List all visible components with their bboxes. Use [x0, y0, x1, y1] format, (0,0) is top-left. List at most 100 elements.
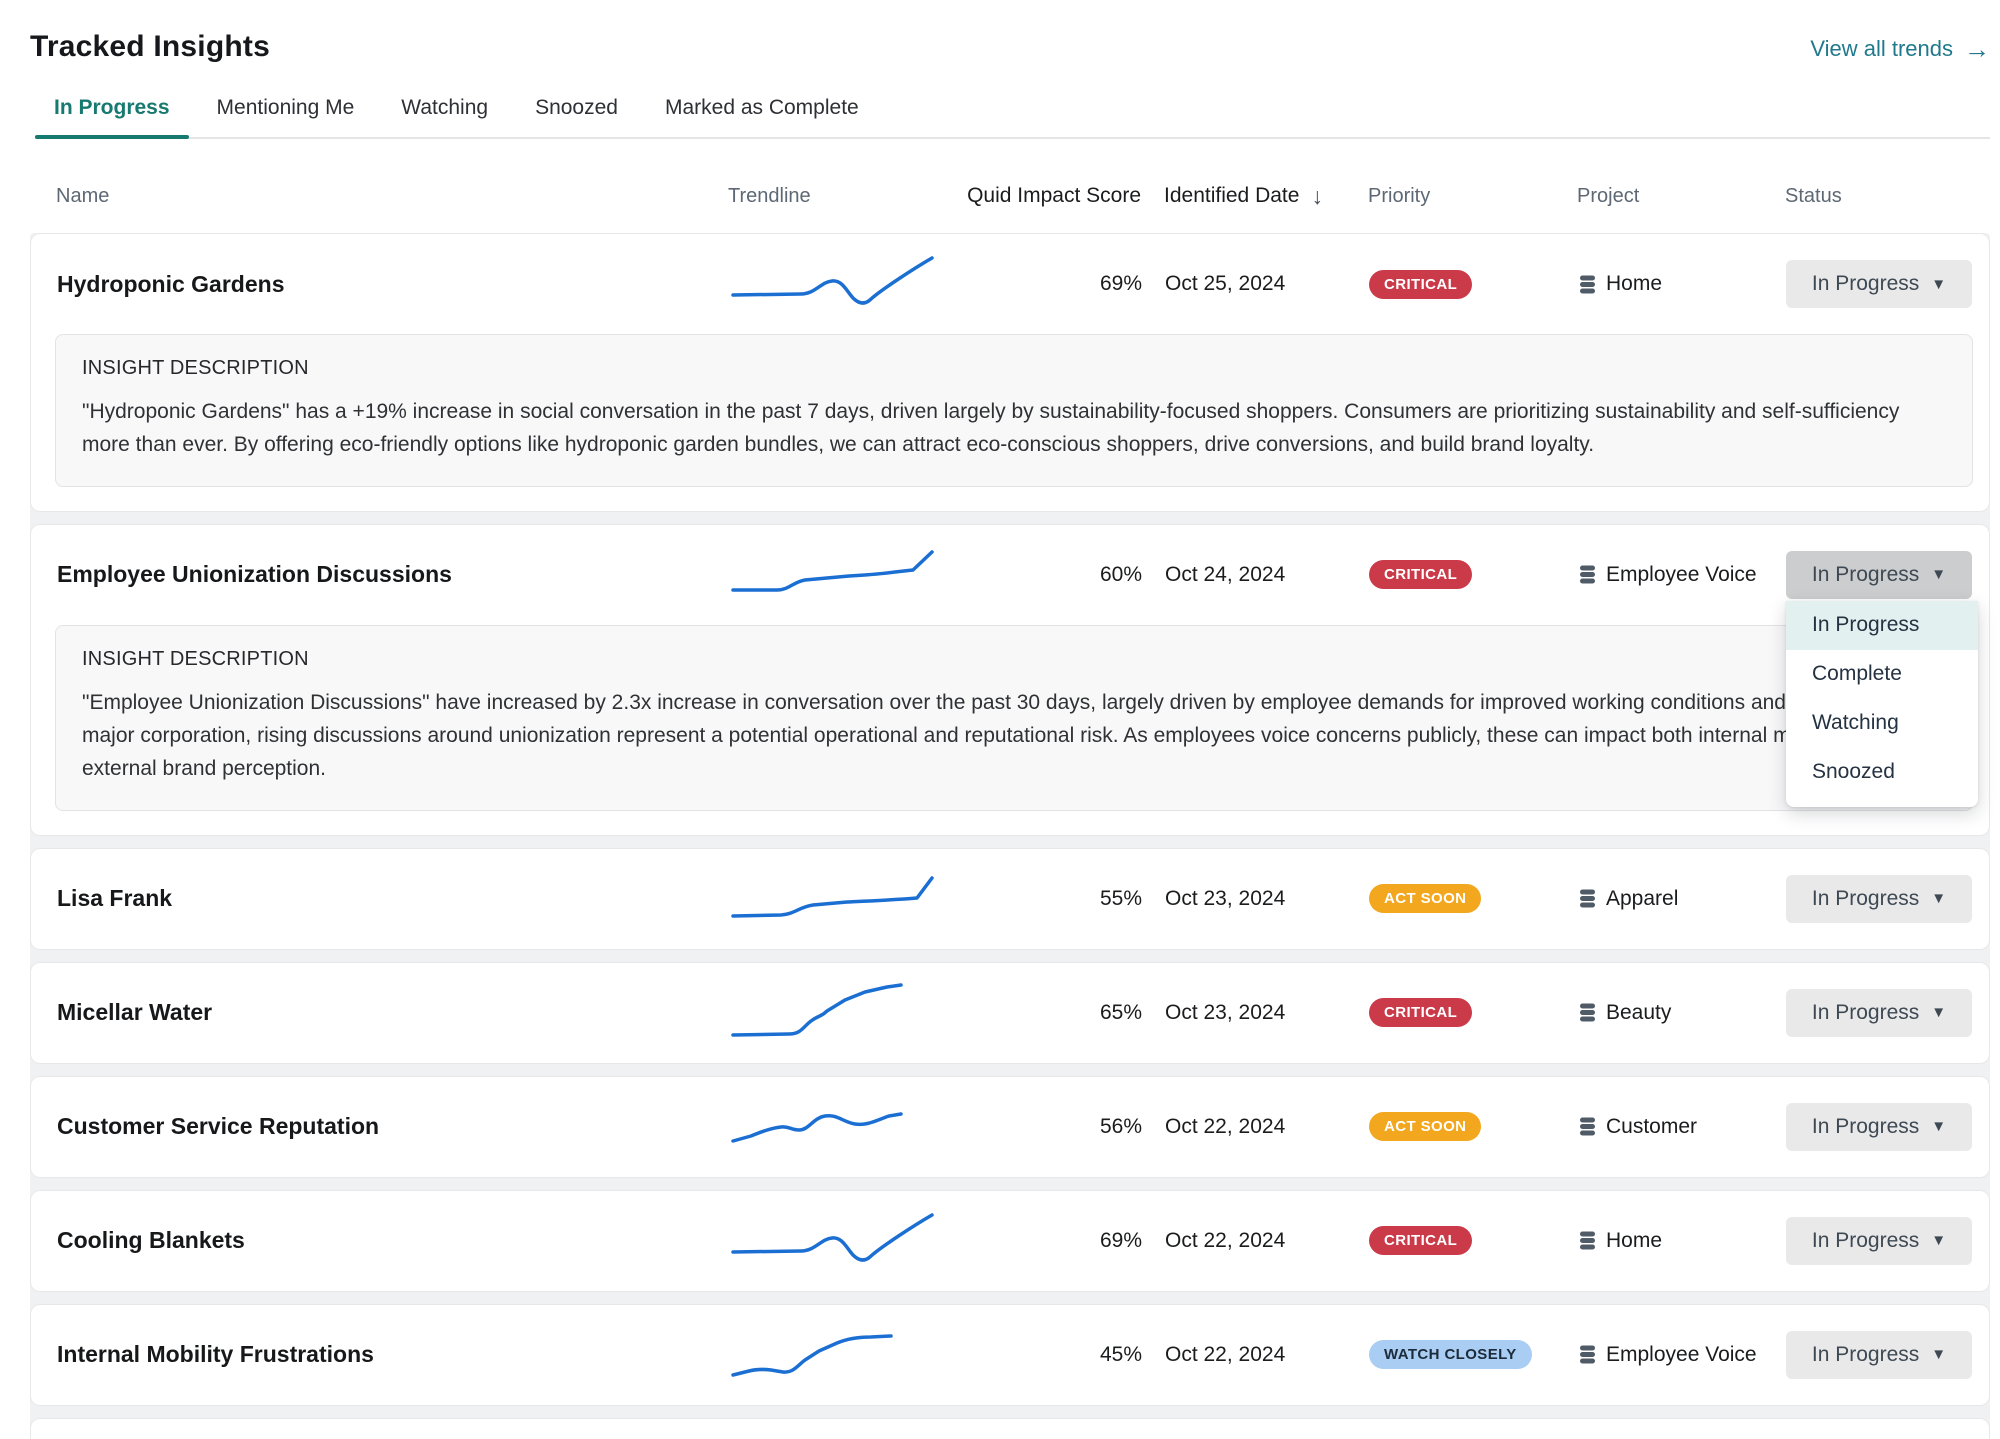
database-icon	[1580, 1231, 1595, 1250]
tab-watching[interactable]: Watching	[382, 96, 507, 137]
insight-description-box: INSIGHT DESCRIPTION "Employee Unionizati…	[55, 624, 1973, 811]
identified-date: Oct 22, 2024	[1165, 1114, 1286, 1138]
dropdown-option-in-progress[interactable]: In Progress	[1786, 600, 1978, 650]
project-label: Employee Voice	[1606, 1342, 1757, 1366]
identified-date: Oct 22, 2024	[1165, 1228, 1286, 1252]
chevron-down-icon: ▼	[1931, 1346, 1947, 1364]
tab-mentioning-me[interactable]: Mentioning Me	[198, 96, 374, 137]
chevron-down-icon: ▼	[1931, 1118, 1947, 1136]
identified-date: Oct 25, 2024	[1165, 272, 1286, 295]
insight-name: Customer Service Reputation	[57, 1113, 380, 1140]
dropdown-option-snoozed[interactable]: Snoozed	[1812, 760, 1895, 784]
insight-name: Internal Mobility Frustrations	[57, 1341, 374, 1368]
column-header-project: Project	[1577, 184, 1640, 207]
status-label: In Progress	[1811, 1342, 1920, 1366]
tab-in-progress[interactable]: In Progress	[35, 96, 189, 139]
priority-badge: CRITICAL	[1369, 269, 1473, 299]
status-dropdown-button[interactable]: In Progress ▼	[1786, 550, 1972, 599]
trendline-sparkline	[729, 869, 961, 929]
tab-bar: In Progress Mentioning Me Watching Snoozed M…	[35, 96, 1990, 139]
tab-snoozed[interactable]: Snoozed	[516, 96, 637, 137]
status-label: In Progress	[1811, 886, 1920, 910]
trendline-sparkline	[729, 254, 961, 314]
project-cell: Apparel	[1578, 887, 1786, 911]
panel-header: Tracked Insights View all trends →	[30, 30, 1990, 64]
identified-date: Oct 22, 2024	[1165, 1342, 1286, 1366]
column-header-status: Status	[1785, 184, 1842, 207]
insight-description-text: "Employee Unionization Discussions" have…	[82, 690, 1927, 780]
priority-badge: ACT SOON	[1369, 1112, 1482, 1142]
view-all-trends-link[interactable]: View all trends →	[1810, 36, 1990, 62]
status-dropdown-button[interactable]: In Progress ▼	[1786, 1102, 1972, 1151]
dropdown-option-watching[interactable]: Watching	[1812, 711, 1899, 735]
status-label: In Progress	[1811, 562, 1920, 586]
status-label: In Progress	[1811, 1228, 1920, 1252]
insight-description-heading: INSIGHT DESCRIPTION	[82, 357, 309, 379]
insight-name: Lisa Frank	[57, 885, 173, 912]
dropdown-option-complete[interactable]: Complete	[1812, 662, 1902, 686]
insight-name: Micellar Water	[57, 999, 213, 1026]
trendline-sparkline	[729, 1211, 961, 1271]
sort-descending-icon: ↓	[1311, 182, 1323, 209]
status-dropdown-button[interactable]: In Progress ▼	[1786, 988, 1972, 1037]
chevron-down-icon: ▼	[1931, 1232, 1947, 1250]
database-icon	[1580, 1345, 1595, 1364]
database-icon	[1580, 889, 1595, 908]
chevron-down-icon: ▼	[1931, 1004, 1947, 1022]
insight-row: Employee Unionization Discussions 60% Oc…	[30, 523, 1990, 836]
identified-date: Oct 24, 2024	[1165, 562, 1286, 586]
status-dropdown-button[interactable]: In Progress ▼	[1786, 1216, 1972, 1265]
insight-description-box: INSIGHT DESCRIPTION "Hydroponic Gardens"…	[55, 334, 1973, 487]
impact-score: 65%	[1099, 1000, 1142, 1024]
insight-row: Micellar Water 65% Oct 23, 2024 CRITICAL	[30, 961, 1990, 1064]
impact-score: 56%	[1099, 1114, 1142, 1138]
project-label: Home	[1606, 272, 1663, 295]
column-header-priority: Priority	[1368, 184, 1431, 207]
page-title: Tracked Insights	[30, 30, 270, 63]
insight-row: Lisa Frank 55% Oct 23, 2024 ACT SOON	[30, 847, 1990, 950]
database-icon	[1580, 1117, 1595, 1136]
trendline-sparkline	[729, 545, 961, 605]
status-dropdown-button[interactable]: In Progress ▼	[1786, 874, 1972, 923]
project-label: Employee Voice	[1606, 562, 1757, 586]
status-label: In Progress	[1811, 272, 1920, 295]
column-header-name: Name	[56, 184, 110, 207]
impact-score: 69%	[1099, 1228, 1142, 1252]
insights-table-body: Hydroponic Gardens 69% Oct 25, 2024 CRIT…	[30, 233, 1990, 1439]
column-header-trendline: Trendline	[728, 184, 811, 207]
database-icon	[1580, 275, 1595, 293]
chevron-down-icon: ▼	[1931, 890, 1947, 908]
chevron-down-icon: ▼	[1931, 566, 1947, 584]
project-cell: Home	[1578, 1229, 1786, 1253]
view-all-trends-label: View all trends	[1810, 36, 1953, 61]
insight-name: Hydroponic Gardens	[57, 270, 285, 297]
insight-description-text: "Hydroponic Gardens" has a +19% increase…	[82, 400, 1900, 456]
status-dropdown-button[interactable]: In Progress ▼	[1786, 260, 1972, 308]
project-cell: Customer	[1578, 1115, 1786, 1139]
project-label: Apparel	[1606, 886, 1679, 910]
insight-row: Internal Mobility Frustrations 45% Oct 2…	[30, 1303, 1990, 1406]
insight-row: Waffle Robes 32% Oct 21, 2024 WATCH CLOS…	[30, 1417, 1990, 1439]
project-label: Customer	[1606, 1114, 1698, 1138]
trendline-sparkline	[729, 1097, 961, 1157]
trendline-sparkline	[729, 1325, 961, 1385]
project-cell: Employee Voice	[1578, 1343, 1786, 1367]
priority-badge: CRITICAL	[1369, 1226, 1473, 1256]
tab-marked-as-complete[interactable]: Marked as Complete	[646, 96, 878, 137]
insight-description-heading: INSIGHT DESCRIPTION	[82, 647, 309, 670]
project-label: Home	[1606, 1228, 1663, 1252]
priority-badge: ACT SOON	[1369, 884, 1482, 914]
status-label: In Progress	[1811, 1114, 1920, 1138]
insight-row: Hydroponic Gardens 69% Oct 25, 2024 CRIT…	[30, 233, 1990, 512]
impact-score: 60%	[1099, 562, 1142, 586]
database-icon	[1580, 1003, 1595, 1022]
column-header-score: Quid Impact Score	[967, 184, 1141, 207]
priority-badge: WATCH CLOSELY	[1369, 1340, 1532, 1370]
column-header-date[interactable]: Identified Date ↓	[1164, 182, 1323, 209]
status-dropdown-button[interactable]: In Progress ▼	[1786, 1330, 1972, 1379]
project-label: Beauty	[1606, 1000, 1672, 1024]
impact-score: 45%	[1099, 1342, 1142, 1366]
impact-score: 55%	[1099, 886, 1142, 910]
project-cell: Beauty	[1578, 1001, 1786, 1025]
table-header-row: Name Trendline Quid Impact Score Identif…	[30, 175, 1990, 217]
